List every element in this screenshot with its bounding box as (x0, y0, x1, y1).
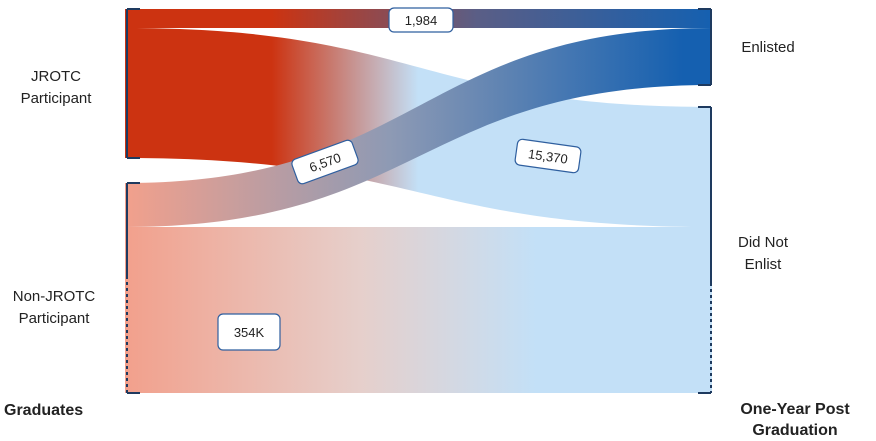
node-bar-jrotc (126, 8, 140, 159)
node-label-did-not-enlist: Did Not Enlist (737, 234, 789, 273)
node-bar-enlisted (698, 8, 712, 86)
flow-label-jrotc-did-not-enlist: 15,370 (514, 138, 582, 174)
flow-value-jrotc-did-not-enlist: 15,370 (527, 146, 568, 166)
flow-label-nonjrotc-did-not-enlist: 354K (217, 313, 281, 351)
flow-value-nonjrotc-did-not-enlist: 354K (234, 325, 265, 340)
flow-value-jrotc-enlisted: 1,984 (405, 13, 438, 28)
node-label-enlisted: Enlisted (741, 39, 795, 56)
node-label-non-jrotc: Non-JROTC Participant (12, 288, 96, 327)
node-bar-non-jrotc (126, 182, 140, 394)
axis-title-graduates: Graduates (4, 402, 84, 419)
flow-label-nonjrotc-enlisted: 6,570 (291, 139, 359, 185)
node-bar-did-not-enlist (698, 106, 712, 394)
flow-nonjrotc-enlisted (125, 28, 712, 227)
axis-title-one-year-post-graduation: One-Year Post Graduation (740, 401, 850, 439)
node-label-jrotc: JROTC Participant (20, 68, 92, 107)
flow-label-jrotc-enlisted: 1,984 (388, 7, 454, 33)
flow-nonjrotc-did-not-enlist (125, 227, 712, 393)
